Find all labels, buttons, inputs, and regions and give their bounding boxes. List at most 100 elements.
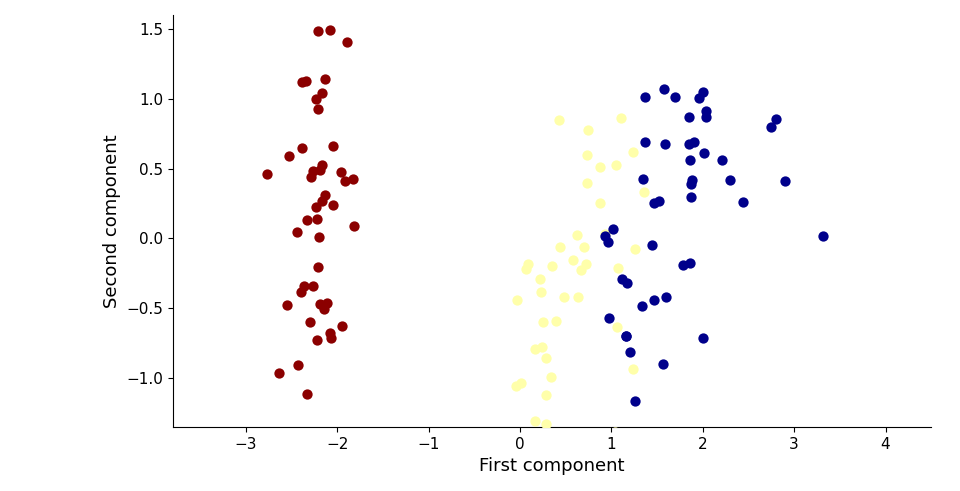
setosa: [281, 152, 297, 160]
versicolor: [520, 260, 536, 268]
virginica: [597, 232, 612, 240]
virginica: [658, 140, 673, 148]
setosa: [305, 167, 321, 175]
setosa: [314, 88, 329, 96]
virginica: [683, 259, 698, 267]
versicolor: [539, 420, 554, 428]
setosa: [279, 301, 295, 309]
versicolor: [573, 266, 588, 274]
versicolor: [535, 343, 550, 351]
setosa: [310, 336, 325, 344]
virginica: [647, 199, 662, 207]
versicolor: [510, 296, 525, 304]
versicolor: [577, 244, 592, 251]
virginica: [600, 238, 615, 246]
versicolor: [543, 373, 559, 381]
virginica: [676, 261, 691, 269]
versicolor: [570, 293, 586, 300]
versicolor: [549, 480, 564, 488]
versicolor: [564, 481, 579, 489]
setosa: [313, 300, 328, 308]
setosa: [334, 322, 349, 330]
versicolor: [539, 354, 554, 362]
setosa: [294, 144, 309, 152]
setosa: [302, 318, 318, 326]
setosa: [314, 161, 329, 168]
setosa: [311, 105, 326, 113]
versicolor: [527, 345, 542, 353]
virginica: [714, 156, 730, 164]
versicolor: [636, 188, 652, 196]
versicolor: [509, 382, 524, 390]
Y-axis label: Second component: Second component: [103, 134, 121, 308]
virginica: [699, 107, 714, 115]
setosa: [320, 299, 335, 307]
setosa: [317, 305, 332, 313]
versicolor: [608, 428, 623, 436]
setosa: [324, 201, 340, 209]
versicolor: [556, 293, 571, 300]
versicolor: [609, 162, 624, 169]
virginica: [651, 197, 666, 205]
setosa: [325, 142, 341, 150]
versicolor: [533, 288, 548, 296]
versicolor: [579, 151, 594, 159]
virginica: [637, 93, 653, 101]
virginica: [686, 138, 702, 146]
virginica: [657, 85, 672, 93]
versicolor: [627, 246, 642, 253]
virginica: [735, 198, 751, 206]
virginica: [636, 175, 651, 183]
virginica: [656, 360, 671, 368]
versicolor: [580, 179, 595, 187]
setosa: [311, 233, 326, 241]
virginica: [618, 332, 634, 340]
setosa: [305, 282, 321, 290]
setosa: [299, 390, 314, 398]
versicolor: [592, 164, 608, 171]
virginica: [683, 156, 698, 164]
virginica: [620, 279, 636, 287]
versicolor: [538, 391, 553, 399]
versicolor: [578, 261, 593, 269]
versicolor: [611, 264, 626, 272]
virginica: [695, 88, 710, 96]
setosa: [297, 282, 312, 290]
versicolor: [544, 262, 560, 270]
versicolor: [625, 365, 640, 373]
setosa: [347, 222, 362, 230]
versicolor: [613, 114, 629, 122]
setosa: [299, 77, 314, 84]
setosa: [289, 228, 304, 236]
versicolor: [552, 116, 567, 124]
X-axis label: First component: First component: [479, 458, 625, 475]
setosa: [309, 216, 324, 223]
virginica: [602, 314, 617, 322]
setosa: [311, 27, 326, 35]
setosa: [323, 329, 338, 337]
setosa: [312, 166, 327, 174]
virginica: [644, 241, 660, 249]
setosa: [303, 173, 319, 181]
setosa: [323, 27, 338, 34]
virginica: [683, 193, 698, 201]
virginica: [815, 232, 830, 240]
setosa: [314, 197, 329, 205]
virginica: [684, 180, 699, 188]
versicolor: [518, 265, 534, 273]
setosa: [317, 191, 332, 198]
setosa: [272, 369, 287, 377]
setosa: [333, 168, 348, 176]
setosa: [337, 177, 352, 185]
setosa: [308, 203, 324, 211]
virginica: [614, 275, 630, 283]
virginica: [606, 225, 621, 233]
setosa: [294, 289, 309, 297]
virginica: [635, 302, 650, 310]
setosa: [339, 38, 354, 46]
setosa: [345, 175, 360, 183]
setosa: [300, 216, 315, 224]
virginica: [699, 113, 714, 121]
virginica: [696, 149, 711, 157]
versicolor: [536, 318, 551, 326]
